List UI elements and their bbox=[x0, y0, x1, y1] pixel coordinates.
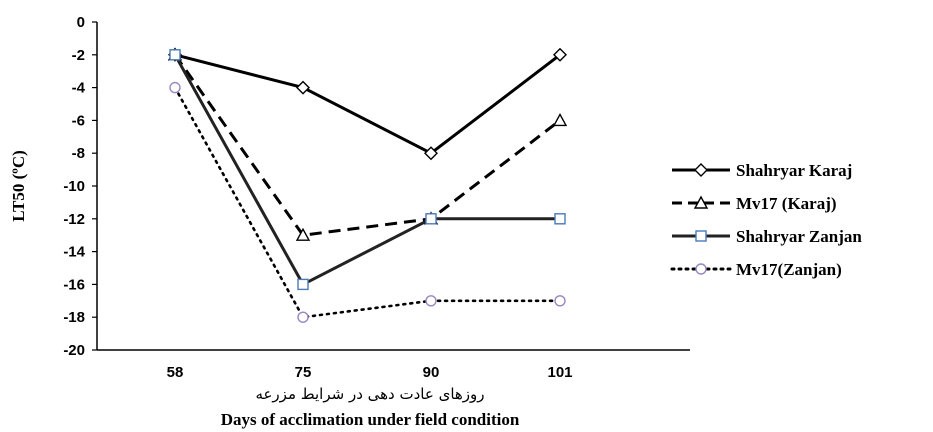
y-tick-label: -14 bbox=[63, 244, 85, 261]
x-tick-label: 58 bbox=[167, 364, 184, 381]
legend-label: Mv17(Zanjan) bbox=[736, 260, 842, 279]
x-tick-label: 90 bbox=[423, 364, 440, 381]
legend-item: Mv17 (Karaj) bbox=[672, 194, 837, 213]
legend-label: Shahryar Karaj bbox=[736, 161, 852, 180]
data-point bbox=[297, 278, 309, 291]
legend-item: Shahryar Karaj bbox=[672, 161, 852, 180]
data-point bbox=[425, 295, 437, 307]
x-tick-label: 75 bbox=[295, 364, 312, 381]
series-3 bbox=[169, 81, 566, 323]
axes: 0 -2 -4 -6 -8 -10 -12 -14 -16 -18 -20 58 75 90 101 bbox=[63, 14, 690, 381]
data-point bbox=[169, 81, 181, 94]
data-point bbox=[296, 80, 310, 95]
x-axis-title: Days of acclimation under field conditio… bbox=[221, 410, 520, 429]
series-line bbox=[173, 54, 560, 286]
y-tick-label: -8 bbox=[72, 145, 85, 162]
legend-item: Shahryar Zanjan bbox=[672, 227, 862, 246]
series-0 bbox=[168, 47, 567, 161]
series-layer bbox=[167, 47, 568, 323]
data-point bbox=[553, 47, 567, 62]
y-tick-label: 0 bbox=[77, 14, 85, 31]
x-tick-label: 101 bbox=[547, 364, 572, 381]
series-2 bbox=[169, 49, 566, 291]
data-point bbox=[424, 146, 438, 161]
y-tick-label: -6 bbox=[72, 112, 85, 129]
series-1 bbox=[167, 47, 568, 241]
y-tick-label: -2 bbox=[72, 47, 85, 64]
data-point bbox=[552, 112, 568, 127]
y-tick-label: -18 bbox=[63, 309, 85, 326]
data-point bbox=[295, 227, 311, 241]
data-point bbox=[554, 213, 566, 225]
legend-label: Shahryar Zanjan bbox=[736, 227, 862, 246]
data-point bbox=[425, 213, 437, 225]
y-tick-label: -4 bbox=[72, 80, 86, 97]
x-axis-title-secondary: روزهای عادت دهی در شرایط مزرعه bbox=[255, 385, 484, 403]
series-line bbox=[173, 86, 562, 319]
legend-swatch-marker bbox=[694, 163, 708, 177]
y-tick-label: -16 bbox=[63, 276, 85, 293]
legend-swatch-marker bbox=[695, 263, 707, 275]
series-line bbox=[173, 53, 561, 237]
series-line bbox=[174, 53, 561, 155]
legend-label: Mv17 (Karaj) bbox=[736, 194, 837, 213]
y-tick-label: -12 bbox=[63, 211, 85, 228]
y-axis-title: LT50 (ºC) bbox=[9, 150, 28, 222]
legend-item: Mv17(Zanjan) bbox=[670, 260, 842, 279]
data-point bbox=[297, 311, 309, 323]
y-tick-label: -10 bbox=[63, 178, 85, 195]
y-tick-label: -20 bbox=[63, 342, 85, 359]
data-point bbox=[554, 295, 566, 307]
legend-swatch-marker bbox=[695, 230, 707, 242]
legend-swatch-marker bbox=[693, 195, 709, 209]
legend: Shahryar Karaj Mv17 (Karaj) Shahryar Zanja… bbox=[670, 161, 862, 279]
data-point bbox=[169, 49, 181, 61]
